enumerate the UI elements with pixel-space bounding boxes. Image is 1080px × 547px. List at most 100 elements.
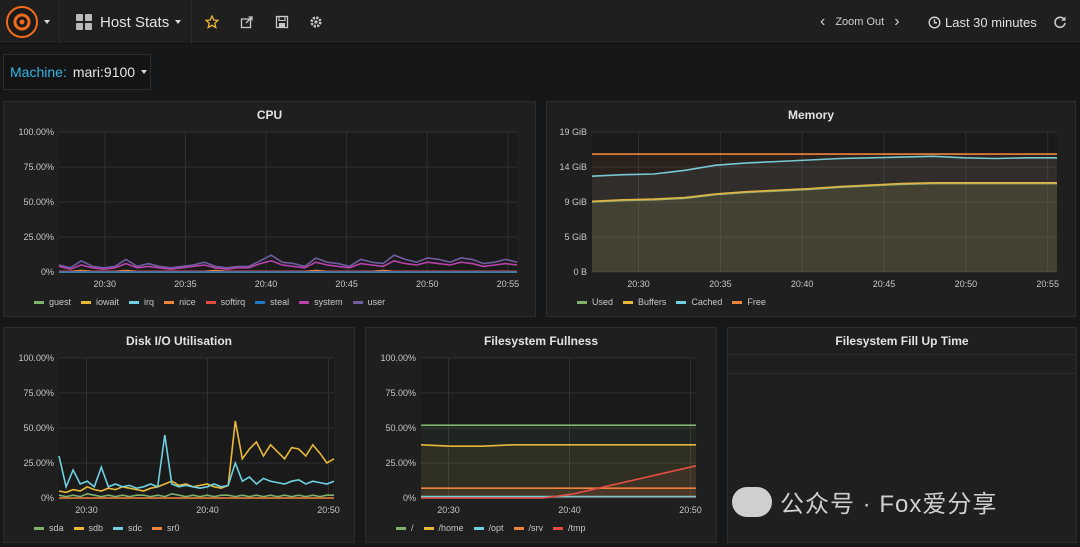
legend-item[interactable]: irq — [129, 297, 154, 307]
legend-swatch — [732, 300, 743, 304]
legend-label: /opt — [488, 523, 504, 533]
dashboard-picker[interactable]: Host Stats — [62, 0, 192, 44]
legend-item[interactable]: nice — [164, 297, 196, 307]
panel-title: CPU — [256, 108, 283, 122]
legend-label: /home — [438, 523, 464, 533]
y-tick-label: 0 B — [573, 267, 587, 277]
legend-item[interactable]: steal — [255, 297, 289, 307]
disk-io-graph: 0% 25.00% 50.00% 75.00% 100.00% 20:30 20:40 20:… — [18, 353, 340, 515]
panel-title: Filesystem Fullness — [483, 334, 599, 348]
x-tick-label: 20:30 — [94, 279, 117, 289]
y-tick-label: 75.00% — [23, 162, 54, 172]
x-tick-label: 20:50 — [317, 505, 340, 515]
watermark-text: 公众号 · Fox爱分享 — [780, 491, 998, 518]
zoom-controls: ‹ Zoom Out › — [820, 0, 900, 44]
legend-swatch — [113, 526, 124, 530]
zoom-out-button[interactable]: Zoom Out — [835, 16, 885, 28]
time-range-picker[interactable]: Last 30 minutes — [928, 0, 1037, 44]
legend-item[interactable]: sdc — [113, 523, 142, 533]
disk-io-legend: sda sdb sdc sr0 — [34, 523, 180, 533]
legend-label: irq — [144, 297, 155, 307]
legend-item[interactable]: guest — [34, 297, 71, 307]
legend-swatch — [205, 300, 216, 304]
series-line-sda — [58, 492, 334, 498]
legend-item[interactable]: user — [352, 297, 385, 307]
legend-label: Free — [747, 297, 766, 307]
y-tick-label: 25.00% — [23, 458, 54, 468]
memory-panel[interactable]: Memory 0 B 5 GiB 9 GiB 14 GiB 19 GiB 20:30 20:… — [546, 101, 1076, 317]
disk-io-panel[interactable]: Disk I/O Utilisation 0% 25.00% 50.00% 75.00… — [3, 327, 355, 543]
top-navbar: Host Stats ‹ Zoom Out › Last 30 minutes — [0, 0, 1080, 44]
cpu-legend: guest iowait irq nice softirq steal system user — [34, 297, 385, 307]
chevron-left-icon[interactable]: ‹ — [820, 13, 826, 30]
chevron-right-icon[interactable]: › — [894, 13, 900, 30]
legend-item[interactable]: sda — [34, 523, 64, 533]
legend-label: nice — [179, 297, 196, 307]
machine-variable-picker[interactable]: Machine: mari:9100 — [3, 54, 151, 90]
series-line-tmp — [421, 465, 697, 499]
chevron-down-icon — [175, 20, 182, 24]
legend-swatch — [73, 526, 84, 530]
legend-swatch — [553, 526, 564, 530]
cpu-graph: 0% 25.00% 50.00% 75.00% 100.00% 20:30 20:35 20:… — [18, 127, 519, 289]
chevron-down-icon — [141, 70, 148, 74]
y-tick-label: 75.00% — [23, 388, 54, 398]
legend-label: Cached — [691, 297, 723, 307]
legend-label: steal — [270, 297, 290, 307]
legend-swatch — [34, 526, 44, 530]
legend-item[interactable]: /home — [423, 523, 464, 533]
legend-swatch — [152, 526, 163, 530]
y-tick-label: 25.00% — [23, 232, 54, 242]
legend-item[interactable]: Used — [577, 297, 613, 307]
legend-item[interactable]: softirq — [205, 297, 245, 307]
legend-item[interactable]: sdb — [73, 523, 103, 533]
legend-item[interactable]: /tmp — [553, 523, 586, 533]
legend-label: sr0 — [167, 523, 180, 533]
cpu-panel[interactable]: CPU 0% 25.00% 50.00% 75.00% 100.00% 20:30 20:3… — [3, 101, 536, 317]
legend-item[interactable]: sr0 — [152, 523, 180, 533]
legend-swatch — [352, 300, 363, 304]
panel-title: Filesystem Fill Up Time — [835, 334, 969, 348]
series-line-Cached — [591, 155, 1057, 177]
watermark: 公众号 · Fox爱分享 — [732, 484, 997, 519]
x-tick-label: 20:40 — [791, 279, 814, 289]
save-icon[interactable] — [272, 12, 292, 32]
y-tick-label: 0% — [41, 493, 54, 503]
y-tick-label: 100.00% — [18, 353, 54, 363]
filesystem-fill-up-panel[interactable]: Filesystem Fill Up Time — [727, 327, 1077, 543]
gear-icon[interactable] — [306, 12, 326, 32]
legend-item[interactable]: Cached — [676, 297, 722, 307]
y-tick-label: 100.00% — [18, 127, 54, 137]
y-tick-label: 0% — [41, 267, 54, 277]
legend-item[interactable]: / — [396, 523, 414, 533]
series-fill-Cached — [592, 156, 1057, 272]
refresh-icon[interactable] — [1050, 12, 1070, 32]
legend-swatch — [129, 300, 140, 304]
filesystem-fullness-legend: / /home/opt/srv/tmp — [396, 523, 586, 533]
x-tick-label: 20:50 — [679, 505, 702, 515]
legend-item[interactable]: system — [299, 297, 343, 307]
legend-item[interactable]: /srv — [513, 523, 543, 533]
series-line-sdc — [58, 434, 335, 490]
legend-swatch — [299, 300, 310, 304]
star-icon[interactable] — [202, 12, 222, 32]
filesystem-fullness-panel[interactable]: Filesystem Fullness 0% 25.00% 50.00% 75.00%… — [365, 327, 717, 543]
legend-swatch — [623, 300, 634, 304]
wechat-icon — [732, 486, 772, 517]
legend-item[interactable]: iowait — [81, 297, 119, 307]
legend-label: sda — [49, 523, 64, 533]
legend-item[interactable]: Buffers — [623, 297, 666, 307]
y-tick-label: 0% — [403, 493, 416, 503]
legend-item[interactable]: /opt — [473, 523, 504, 533]
series-fill-Free — [592, 154, 1057, 272]
legend-item[interactable]: Free — [732, 297, 766, 307]
series-fill-Buffers — [592, 182, 1057, 272]
grafana-menu-button[interactable] — [0, 0, 60, 44]
x-tick-label: 20:30 — [437, 505, 460, 515]
series-line-sdb — [58, 420, 335, 494]
panel-title: Disk I/O Utilisation — [125, 334, 233, 348]
y-tick-label: 14 GiB — [559, 162, 587, 172]
share-icon[interactable] — [237, 12, 257, 32]
series-line-Buffers — [591, 182, 1057, 203]
legend-label: iowait — [96, 297, 120, 307]
